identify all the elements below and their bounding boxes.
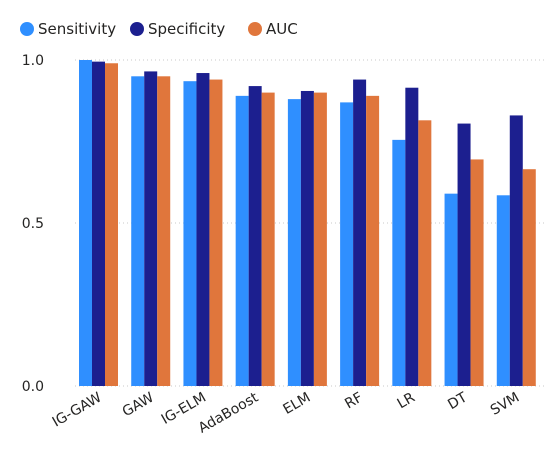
bar-group-elm [287, 90, 327, 387]
legend-label: Specificity [148, 20, 225, 38]
bar-sensitivity[interactable] [131, 76, 145, 387]
bar-auc[interactable] [157, 76, 171, 387]
x-tick-label: GAW [120, 390, 157, 421]
legend-label: Sensitivity [38, 20, 116, 38]
bar-specificity[interactable] [457, 123, 471, 386]
bar-auc[interactable] [522, 169, 536, 386]
bar-sensitivity[interactable] [340, 102, 354, 386]
x-tick-label: ELM [281, 390, 314, 418]
x-tick-label: AdaBoost [196, 389, 262, 436]
bar-group-svm [496, 115, 536, 387]
bar-group-ig-gaw [79, 60, 118, 386]
bar-sensitivity[interactable] [235, 95, 249, 387]
legend-marker [20, 22, 34, 36]
bar-group-ig-elm [183, 73, 223, 386]
bar-auc[interactable] [470, 159, 484, 386]
bar-specificity[interactable] [353, 79, 367, 386]
y-tick-label: 0.0 [22, 379, 44, 395]
bar-sensitivity[interactable] [79, 60, 92, 386]
x-tick-label: IG-GAW [50, 390, 105, 431]
legend-item-sensitivity[interactable]: Sensitivity [20, 20, 116, 38]
bar-group-gaw [131, 71, 171, 387]
bar-group-adaboost [235, 86, 275, 387]
bar-group-rf [340, 79, 380, 387]
y-tick-label: 1.0 [22, 53, 44, 69]
legend-item-specificity[interactable]: Specificity [130, 20, 225, 38]
bar-specificity[interactable] [248, 86, 262, 386]
x-tick-label: SVM [488, 390, 522, 419]
bar-sensitivity[interactable] [444, 193, 458, 386]
bar-specificity[interactable] [144, 71, 158, 386]
bar-group-dt [444, 123, 484, 386]
bar-sensitivity[interactable] [392, 139, 406, 386]
x-tick-label: LR [395, 389, 418, 412]
bar-specificity[interactable] [300, 90, 314, 386]
legend-marker [130, 22, 144, 36]
x-tick-label: RF [342, 390, 365, 413]
legend-marker [248, 22, 262, 36]
legend-item-auc[interactable]: AUC [248, 20, 298, 38]
bar-sensitivity[interactable] [496, 195, 510, 386]
bar-specificity[interactable] [92, 61, 105, 386]
bar-group-lr [392, 87, 432, 387]
legend-label: AUC [266, 20, 298, 38]
bar-specificity[interactable] [196, 73, 210, 386]
y-tick-label: 0.5 [22, 216, 44, 232]
bar-sensitivity[interactable] [183, 81, 197, 386]
bar-auc[interactable] [418, 120, 432, 386]
x-tick-label: DT [445, 389, 470, 413]
bar-sensitivity[interactable] [287, 99, 301, 387]
bar-auc[interactable] [313, 92, 327, 386]
bar-specificity[interactable] [509, 115, 523, 387]
bar-auc[interactable] [261, 92, 275, 386]
bar-auc[interactable] [209, 79, 223, 386]
bar-auc[interactable] [105, 63, 118, 386]
y-axis: 0.0 0.5 1.0 [22, 53, 44, 395]
bar-auc[interactable] [366, 95, 380, 387]
bars [79, 60, 536, 387]
bar-specificity[interactable] [405, 87, 419, 387]
legend: Sensitivity Specificity AUC [20, 20, 298, 38]
